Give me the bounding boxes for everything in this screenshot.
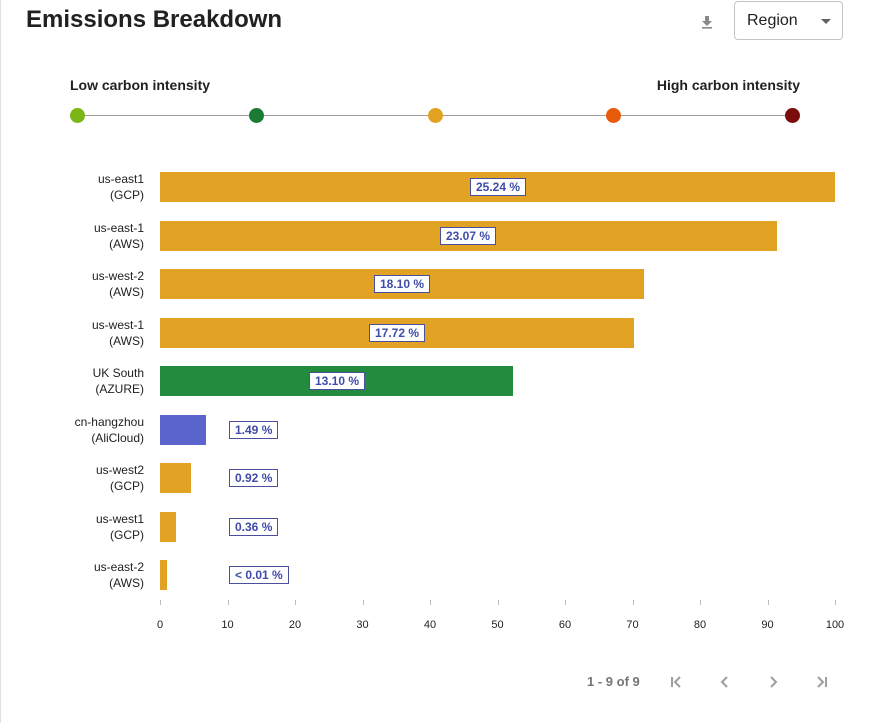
next-page-button[interactable] [763,672,783,692]
download-icon [702,16,712,29]
category-label-line: us-west2 [95,463,144,477]
x-axis-tick [498,600,499,605]
category-label-line: (AWS) [109,333,144,348]
page-title: Emissions Breakdown [26,6,283,33]
last-page-icon [817,676,827,688]
legend-dot-1 [69,108,85,123]
pagination-range: 1 - 9 of 9 [587,674,640,689]
data-label: 1.49 % [229,420,279,439]
data-label: 13.10 % [309,372,366,390]
x-axis-tick [768,600,769,605]
dropdown-value: Region [747,11,798,29]
category-label-line: (GCP) [110,479,144,493]
previous-page-button[interactable] [715,672,735,692]
category-label-line: cn-hangzhou [74,414,144,429]
category-label-line: us-west-2 [91,269,144,283]
category-label-line: (AWS) [109,285,144,299]
x-axis-tick-label: 100 [825,619,845,631]
bar[interactable] [160,511,177,542]
data-label: 23.07 % [440,226,497,245]
data-label: 0.36 % [229,517,279,536]
x-axis-tick [430,600,431,605]
category-label: us-east-1 (AWS) [24,220,144,252]
x-axis-tick [835,600,836,605]
x-axis-tick [633,600,634,605]
data-label: 18.10 % [374,275,431,293]
x-axis-tick [565,600,566,605]
bar[interactable] [160,463,192,493]
category-label-line: (AWS) [109,576,144,590]
category-label: cn-hangzhou (AliCloud) [24,414,144,446]
first-page-icon [671,676,681,688]
data-label: 25.24 % [470,178,527,196]
x-axis-tick [160,600,161,605]
x-axis-tick [228,600,229,605]
x-axis-tick-label: 30 [356,619,369,631]
x-axis-tick-label: 10 [221,619,234,631]
category-label: us-west1 (GCP) [24,511,144,543]
chevron-down-icon [821,19,831,24]
legend-dot-5 [784,108,800,123]
last-page-button[interactable] [811,672,831,692]
category-label-line: (AZURE) [95,382,144,396]
data-label: 0.92 % [229,469,279,487]
category-label: us-west-1 (AWS) [24,317,144,349]
x-axis-tick-label: 40 [423,619,437,631]
category-label-line: us-west-1 [91,317,144,332]
legend-low-label: Low carbon intensity [70,77,211,93]
category-label-line: UK South [92,366,144,380]
x-axis-tick-label: 90 [761,619,774,631]
legend-dot-4 [605,108,621,123]
x-axis-tick-label: 70 [626,619,639,631]
x-axis-tick [295,600,296,605]
group-by-dropdown[interactable]: Region [734,1,843,40]
category-label-line: (GCP) [110,188,144,202]
category-label: us-east-2 (AWS) [24,559,144,591]
category-label: us-west2 (GCP) [24,462,144,494]
data-label: < 0.01 % [229,566,289,584]
card-border [0,0,1,723]
x-axis-tick-label: 20 [288,619,302,631]
category-label-line: us-east1 [97,172,144,186]
category-label-line: (GCP) [110,527,144,542]
category-label-line: (AWS) [109,236,144,251]
bar[interactable] [160,560,167,590]
x-axis-tick-label: 60 [558,619,572,631]
x-axis-tick-label: 80 [693,619,707,631]
bar[interactable] [160,414,206,445]
category-label-line: us-west1 [95,511,144,526]
download-button[interactable] [697,12,717,32]
category-label-line: (AliCloud) [91,430,144,445]
data-label: 17.72 % [369,323,426,342]
legend-high-label: High carbon intensity [656,77,800,93]
legend-dot-3 [427,108,443,123]
category-label: us-west-2 (AWS) [24,268,144,300]
category-label: us-east1 (GCP) [24,171,144,203]
chevron-left-icon [720,676,728,688]
first-page-button[interactable] [667,672,687,692]
chevron-right-icon [770,676,778,688]
x-axis-tick-label: 0 [156,619,164,631]
category-label-line: us-east-1 [93,220,144,235]
legend-dot-2 [248,108,264,123]
x-axis-tick [363,600,364,605]
category-label-line: us-east-2 [93,560,144,574]
category-label: UK South (AZURE) [24,365,144,397]
x-axis-tick [700,600,701,605]
x-axis-tick-label: 50 [491,619,504,631]
